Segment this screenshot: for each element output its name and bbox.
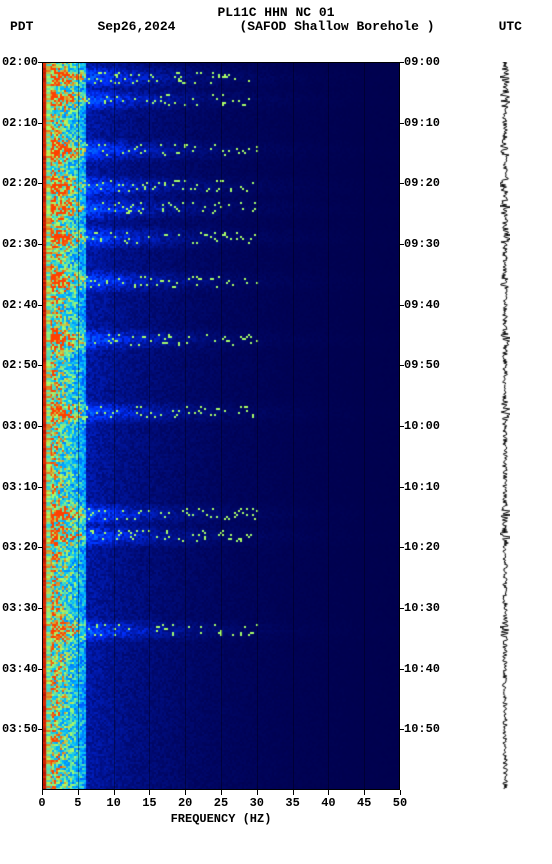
y-tick-left: 02:10 xyxy=(0,116,38,130)
x-tick: 10 xyxy=(106,796,120,810)
y-tick-left: 03:30 xyxy=(0,601,38,615)
y-tick-left: 03:10 xyxy=(0,480,38,494)
header-tz-left: PDT xyxy=(10,20,33,34)
y-tick-left: 02:00 xyxy=(0,55,38,69)
gridline xyxy=(185,62,186,790)
gridline xyxy=(78,62,79,790)
waveform-trace xyxy=(500,62,510,790)
gridline xyxy=(293,62,294,790)
y-tick-right: 09:00 xyxy=(404,55,440,69)
header-date: Sep26,2024 xyxy=(97,20,175,34)
y-tick-right: 10:10 xyxy=(404,480,440,494)
y-tick-left: 03:20 xyxy=(0,540,38,554)
x-tick: 40 xyxy=(321,796,335,810)
y-tick-right: 09:20 xyxy=(404,176,440,190)
header-station: (SAFOD Shallow Borehole ) xyxy=(239,20,434,34)
x-tick: 0 xyxy=(38,796,45,810)
gridline xyxy=(221,62,222,790)
y-tick-right: 09:40 xyxy=(404,298,440,312)
gridline xyxy=(364,62,365,790)
y-tick-right: 10:50 xyxy=(404,722,440,736)
y-tick-right: 10:00 xyxy=(404,419,440,433)
y-tick-right: 10:30 xyxy=(404,601,440,615)
x-tick: 25 xyxy=(214,796,228,810)
x-tick: 15 xyxy=(142,796,156,810)
gridline xyxy=(257,62,258,790)
y-tick-left: 03:40 xyxy=(0,662,38,676)
x-tick: 30 xyxy=(250,796,264,810)
x-tick: 20 xyxy=(178,796,192,810)
x-tick: 50 xyxy=(393,796,407,810)
y-tick-right: 09:50 xyxy=(404,358,440,372)
plot-title: PL11C HHN NC 01 xyxy=(0,6,552,20)
y-tick-right: 09:30 xyxy=(404,237,440,251)
x-tick: 45 xyxy=(357,796,371,810)
header-tz-right: UTC xyxy=(499,20,522,34)
y-tick-left: 02:50 xyxy=(0,358,38,372)
y-tick-left: 03:00 xyxy=(0,419,38,433)
y-tick-left: 02:30 xyxy=(0,237,38,251)
y-tick-left: 02:20 xyxy=(0,176,38,190)
y-tick-right: 10:20 xyxy=(404,540,440,554)
y-tick-right: 09:10 xyxy=(404,116,440,130)
gridline xyxy=(114,62,115,790)
x-tick: 35 xyxy=(285,796,299,810)
gridline xyxy=(149,62,150,790)
y-tick-left: 02:40 xyxy=(0,298,38,312)
x-axis-label: FREQUENCY (HZ) xyxy=(171,812,272,826)
y-tick-left: 03:50 xyxy=(0,722,38,736)
x-tick: 5 xyxy=(74,796,81,810)
gridline xyxy=(328,62,329,790)
y-tick-right: 10:40 xyxy=(404,662,440,676)
